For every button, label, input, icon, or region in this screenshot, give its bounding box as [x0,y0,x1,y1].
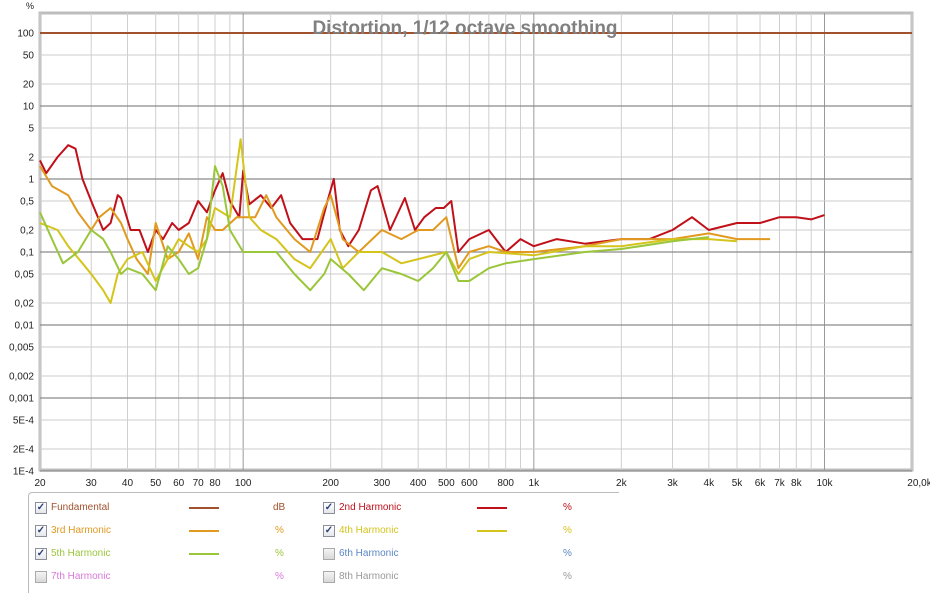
legend-item-7th-harmonic: 7th Harmonic% [35,570,295,584]
x-tick-label: 70 [193,478,205,489]
y-tick-label: 100 [17,29,34,40]
legend-label: 3rd Harmonic [51,525,112,536]
x-tick-label: 8k [791,478,803,489]
x-tick-label: 5k [732,478,744,489]
legend-unit: % [563,571,572,582]
legend-label: 8th Harmonic [339,571,399,582]
legend-panel: ✓ Fundamental dB ✓ 2nd Harmonic% ✓ 3rd Harmoni… [28,492,619,593]
series-line-4th-harmonic [39,138,738,304]
y-tick-label: 5 [28,123,34,134]
y-tick-label: 20 [23,80,35,91]
x-tick-label: 400 [410,478,427,489]
legend-swatch [189,530,219,532]
plot-background [38,11,914,472]
legend-checkbox[interactable]: ✓ [35,548,47,560]
distortion-chart: % 100 50 20 10 5 2 1 0,5 0,2 0,1 0,05 0,02 0,01 0,005… [9,1,930,489]
y-tick-label: 0,001 [9,394,34,405]
y-axis-unit: % [26,1,34,11]
legend-label: 4th Harmonic [339,525,399,536]
x-tick-label: 300 [374,478,391,489]
x-tick-label: 3k [667,478,679,489]
y-tick-label: 2 [28,153,34,164]
y-tick-label: 0,01 [15,321,35,332]
legend-swatch [477,507,507,509]
x-tick-label: 80 [209,478,221,489]
legend-item-fundamental: ✓ Fundamental dB [35,501,295,515]
legend-checkbox[interactable]: ✓ [35,502,47,514]
y-tick-label: 0,002 [9,372,34,383]
legend-item-5th-harmonic: ✓ 5th Harmonic% [35,547,295,561]
legend-checkbox[interactable]: ✓ [323,525,335,537]
legend-label: 6th Harmonic [339,548,399,559]
legend-label: 2nd Harmonic [339,502,402,513]
legend-checkbox[interactable]: ✓ [35,525,47,537]
x-tick-label: 10k [816,478,833,489]
x-tick-label: 100 [235,478,252,489]
series-line-2nd-harmonic [39,144,825,253]
legend-label: 7th Harmonic [51,571,111,582]
legend-item-8th-harmonic: 8th Harmonic% [323,570,583,584]
series-line-3rd-harmonic [39,165,771,275]
x-tick-label: 1k [529,478,541,489]
legend-unit: % [275,571,284,582]
legend-unit: dB [273,502,286,513]
legend-label: Fundamental [51,502,110,513]
x-tick-label: 4k [704,478,716,489]
x-tick-label: 200 [322,478,339,489]
y-tick-label: 10 [23,102,35,113]
x-tick-label: 40 [122,478,134,489]
legend-unit: % [563,548,572,559]
x-tick-label: 500 [438,478,455,489]
legend-label: 5th Harmonic [51,548,111,559]
series-line-5th-harmonic [39,165,709,292]
legend-checkbox[interactable] [323,571,335,583]
x-tick-label: 800 [497,478,514,489]
x-tick-label: 50 [150,478,162,489]
y-tick-label: 2E-4 [13,445,35,456]
legend-item-4th-harmonic: ✓ 4th Harmonic% [323,524,583,538]
chart-title: Distortion, 1/12 octave smoothing [312,18,617,39]
x-tick-label: 30 [86,478,98,489]
x-tick-label: 60 [173,478,185,489]
legend-swatch [189,553,219,555]
legend-unit: % [563,502,572,513]
legend-item-2nd-harmonic: ✓ 2nd Harmonic% [323,501,583,515]
y-tick-label: 0,1 [20,248,34,259]
x-tick-label: 20,0k Hz [907,478,930,489]
legend-checkbox[interactable]: ✓ [323,502,335,514]
y-tick-label: 50 [23,50,35,61]
legend-swatch [477,530,507,532]
x-tick-label: 7k [774,478,786,489]
legend-unit: % [275,525,284,536]
legend-item-3rd-harmonic: ✓ 3rd Harmonic% [35,524,295,538]
y-tick-label: 0,02 [15,299,35,310]
x-tick-label: 600 [461,478,478,489]
legend-checkbox[interactable] [323,548,335,560]
y-tick-label: 0,2 [20,226,34,237]
legend-unit: % [563,525,572,536]
y-tick-label: 5E-4 [13,415,35,426]
x-tick-label: 2k [616,478,628,489]
y-tick-label: 0,05 [15,269,35,280]
x-tick-label: 20 [34,478,46,489]
x-tick-label: 6k [755,478,767,489]
legend-swatch [189,507,219,509]
y-tick-label: 1E-4 [13,467,35,478]
legend-item-6th-harmonic: 6th Harmonic% [323,547,583,561]
legend-unit: % [275,548,284,559]
y-tick-label: 0,5 [20,196,34,207]
y-tick-label: 1 [28,175,34,186]
y-tick-label: 0,005 [9,342,34,353]
legend-checkbox[interactable] [35,571,47,583]
